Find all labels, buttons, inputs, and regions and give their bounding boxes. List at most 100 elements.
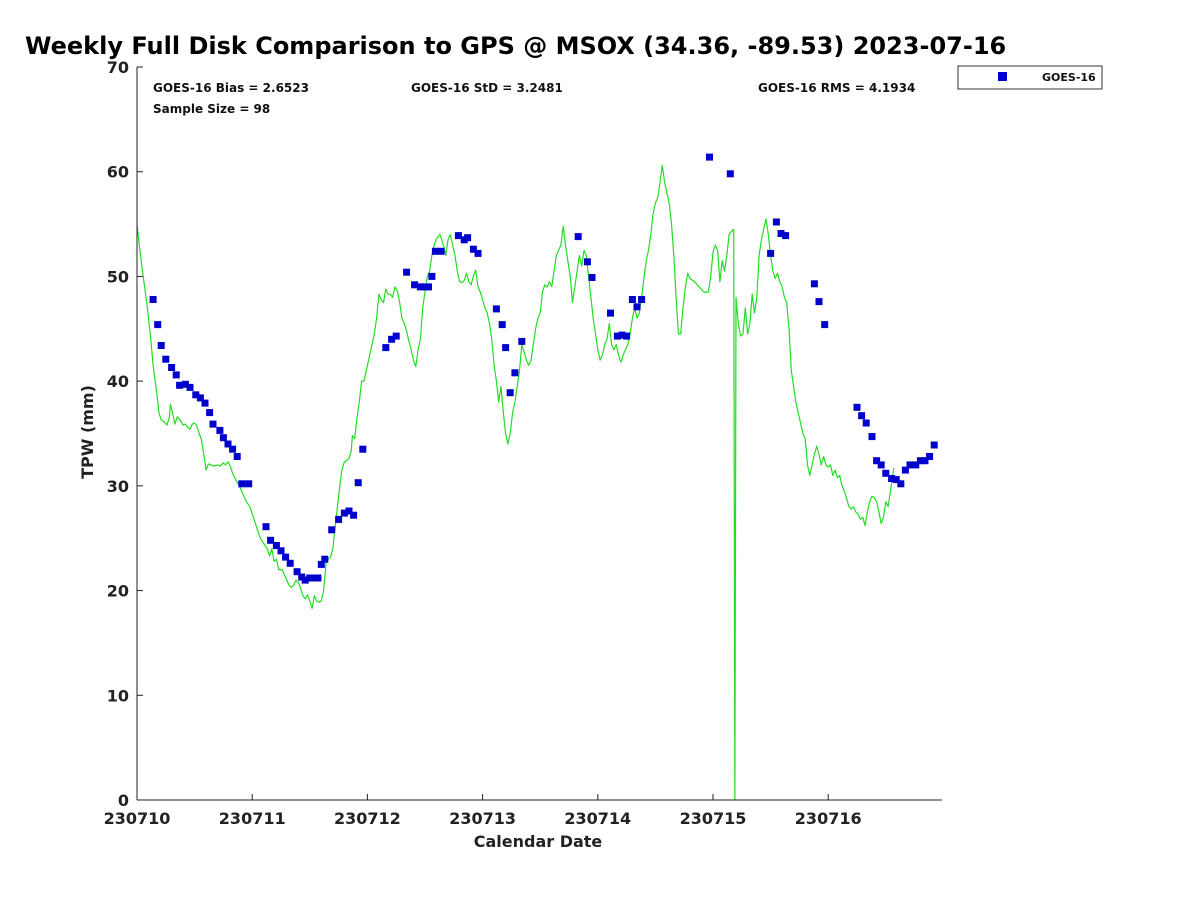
goes16-point — [425, 283, 432, 291]
goes16-point — [411, 281, 419, 289]
goes16-point — [623, 332, 631, 340]
goes16-point — [810, 280, 818, 288]
goes16-series-layer — [149, 153, 938, 584]
goes16-point — [345, 507, 353, 515]
x-axis-ticks: 230710 230711 230712 230713 230714 230715 2307… — [104, 794, 862, 828]
axes — [136, 67, 942, 801]
goes16-point — [912, 461, 920, 469]
goes16-point — [277, 547, 285, 555]
x-axis-title: Calendar Date — [474, 832, 603, 851]
goes16-point — [168, 364, 176, 371]
goes16-point — [306, 574, 314, 582]
goes16-point — [206, 409, 214, 417]
goes16-point — [154, 321, 162, 329]
sample-size-stat: Sample Size = 98 — [153, 102, 270, 116]
goes16-point — [216, 426, 224, 434]
goes16-point — [437, 247, 445, 255]
y-tick-label: 10 — [107, 686, 129, 705]
goes16-point — [588, 274, 596, 281]
goes16-point — [403, 268, 411, 276]
goes16-point — [858, 412, 866, 420]
goes16-point — [815, 298, 823, 306]
goes16-point — [901, 466, 909, 474]
goes16-point — [633, 303, 641, 311]
goes16-point — [181, 380, 189, 388]
goes16-point — [162, 355, 170, 363]
bias-stat: GOES-16 Bias = 2.6523 — [153, 81, 309, 95]
gps-series-layer — [136, 164, 895, 801]
goes16-point — [877, 461, 885, 469]
goes16-point — [192, 391, 200, 399]
goes16-point — [186, 383, 194, 391]
goes16-point — [892, 476, 900, 484]
goes16-point — [282, 553, 290, 561]
goes16-point — [272, 542, 280, 549]
goes16-point — [518, 337, 526, 345]
legend-goes16-marker — [998, 72, 1007, 81]
goes16-point — [314, 574, 322, 582]
x-tick-label: 230710 — [104, 809, 171, 828]
goes16-point — [638, 296, 646, 303]
plot-area — [136, 153, 938, 801]
goes16-point — [428, 272, 436, 280]
goes16-point — [340, 509, 348, 517]
legend-goes16-label: GOES-16 — [1042, 71, 1096, 84]
goes16-point — [359, 445, 367, 453]
goes16-point — [897, 480, 905, 488]
goes16-point — [882, 469, 890, 477]
goes16-point — [607, 309, 614, 317]
x-tick-label: 230713 — [449, 809, 516, 828]
goes16-point — [196, 394, 204, 402]
goes16-point — [176, 381, 184, 389]
goes16-point — [201, 399, 209, 407]
goes16-point — [172, 371, 180, 379]
goes16-point — [782, 232, 790, 240]
goes16-point — [583, 258, 591, 266]
goes16-point — [888, 475, 896, 482]
goes16-point — [921, 457, 929, 465]
goes16-point — [286, 559, 294, 567]
chart-title: Weekly Full Disk Comparison to GPS @ MSO… — [25, 32, 1006, 60]
goes16-point — [224, 440, 232, 448]
goes16-point — [233, 453, 241, 460]
x-tick-label: 230711 — [219, 809, 286, 828]
legend-box — [957, 65, 1103, 90]
goes16-point — [267, 536, 275, 544]
goes16-point — [350, 511, 358, 519]
goes16-point — [262, 523, 270, 531]
goes16-point — [301, 576, 309, 584]
rms-stat: GOES-16 RMS = 4.1934 — [758, 81, 915, 95]
y-tick-label: 0 — [118, 791, 129, 810]
goes16-point — [726, 170, 734, 178]
y-tick-label: 50 — [107, 267, 129, 286]
goes16-point — [469, 245, 477, 253]
goes16-point — [416, 283, 424, 291]
goes16-point — [777, 230, 785, 237]
goes16-point — [474, 249, 482, 257]
goes16-point — [821, 321, 829, 329]
goes16-point — [492, 305, 500, 313]
y-tick-label: 20 — [107, 582, 129, 601]
goes16-point — [574, 233, 582, 241]
goes16-point — [772, 218, 780, 226]
goes16-point — [926, 453, 934, 460]
goes16-point — [335, 515, 343, 523]
goes16-point — [706, 153, 713, 161]
goes16-point — [511, 369, 519, 377]
goes16-point — [498, 321, 506, 329]
goes16-point — [321, 555, 329, 563]
gps-series-line — [136, 164, 895, 801]
goes16-point — [209, 420, 217, 428]
goes16-point — [238, 480, 246, 488]
goes16-point — [149, 296, 157, 303]
goes16-point — [464, 234, 472, 242]
y-tick-label: 30 — [107, 477, 129, 496]
goes16-point — [328, 526, 336, 534]
x-tick-label: 230714 — [564, 809, 631, 828]
x-tick-label: 230716 — [795, 809, 862, 828]
goes16-point — [862, 419, 870, 427]
y-tick-label: 60 — [107, 163, 129, 182]
std-stat: GOES-16 StD = 3.2481 — [411, 81, 563, 95]
goes16-point — [930, 441, 938, 449]
goes16-point — [868, 433, 876, 441]
